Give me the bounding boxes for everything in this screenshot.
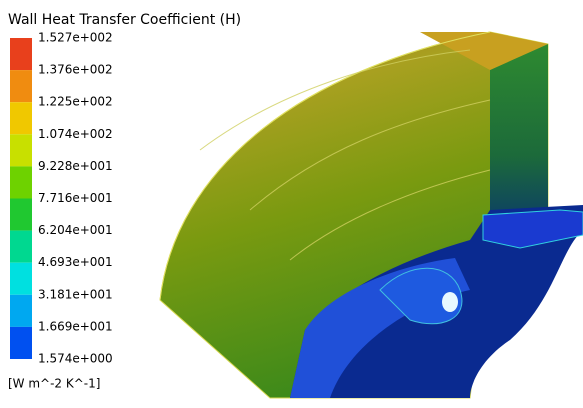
- legend-label: 4.693e+001: [38, 255, 113, 269]
- legend-label: 3.181e+001: [38, 287, 113, 301]
- legend-label: 1.669e+001: [38, 319, 113, 333]
- model: [159, 31, 583, 399]
- legend-label: 9.228e+001: [38, 159, 113, 173]
- legend-label: 1.527e+002: [38, 31, 113, 45]
- title: Wall Heat Transfer Coefficient (H): [8, 12, 241, 28]
- legend-unit: [W m^-2 K^-1]: [8, 377, 100, 391]
- legend-label: 6.204e+001: [38, 223, 113, 237]
- legend-label: 1.376e+002: [38, 63, 113, 77]
- color-bar: [10, 38, 32, 359]
- legend-label: 7.716e+001: [38, 191, 113, 205]
- legend-labels: 1.527e+002 1.376e+002 1.225e+002 1.074e+002…: [38, 31, 113, 366]
- legend-label: 1.574e+000: [38, 352, 113, 366]
- legend-label: 1.074e+002: [38, 127, 113, 141]
- legend-label: 1.225e+002: [38, 95, 113, 109]
